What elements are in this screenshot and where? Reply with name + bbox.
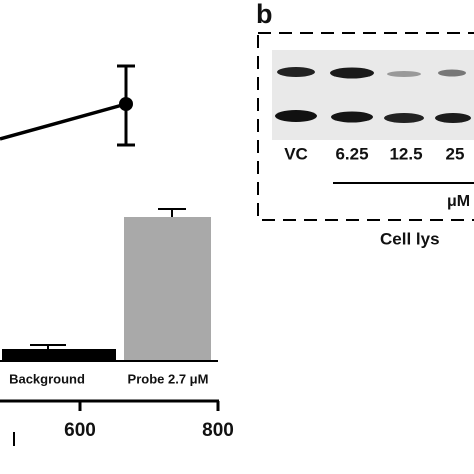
- data-line: [0, 102, 127, 141]
- blot-band: [277, 67, 315, 77]
- blot-band: [384, 113, 424, 123]
- bar: [124, 217, 211, 360]
- lane-label: 6.25: [335, 144, 368, 163]
- blot-image: [272, 50, 474, 140]
- bar-label: Background: [9, 371, 85, 386]
- data-point: [119, 97, 133, 111]
- caption: Cell lys: [380, 229, 440, 248]
- blot-band: [330, 67, 374, 79]
- x-tick-label: 800: [202, 420, 234, 441]
- dashed-box: [257, 32, 474, 221]
- panel-label: b: [256, 0, 273, 29]
- unit-label: μM: [447, 193, 470, 210]
- blot-band: [275, 110, 317, 122]
- lane-label: 12.5: [389, 144, 422, 163]
- blot-band: [331, 111, 373, 123]
- bar: [2, 349, 116, 360]
- bar-label: Probe 2.7 μM: [128, 371, 209, 386]
- lane-label: VC: [284, 144, 308, 163]
- lane-label: 25: [446, 144, 465, 163]
- blot-band: [438, 69, 466, 77]
- blot-band: [435, 113, 471, 123]
- blot-band: [387, 71, 421, 77]
- x-tick-label: 600: [64, 420, 96, 441]
